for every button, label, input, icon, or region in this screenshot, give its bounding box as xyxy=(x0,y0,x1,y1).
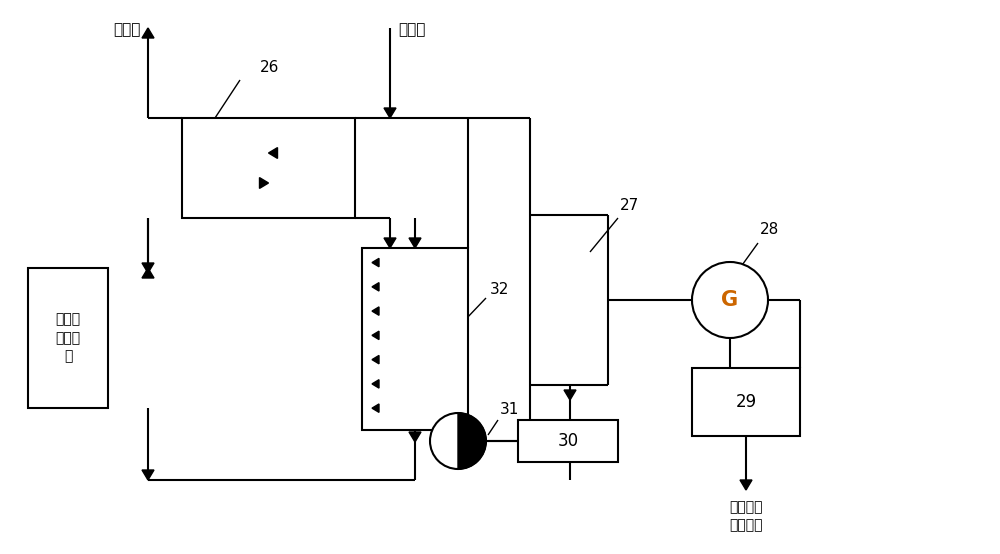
Circle shape xyxy=(692,262,768,338)
Polygon shape xyxy=(409,238,421,248)
Bar xyxy=(362,248,468,430)
Text: 31: 31 xyxy=(500,403,519,418)
Bar xyxy=(518,420,618,462)
Polygon shape xyxy=(260,178,268,188)
Polygon shape xyxy=(142,263,154,273)
Polygon shape xyxy=(372,331,379,340)
Polygon shape xyxy=(409,432,421,442)
Polygon shape xyxy=(372,356,379,364)
Text: G: G xyxy=(721,290,739,310)
Text: 至该系统
用电单位: 至该系统 用电单位 xyxy=(729,500,763,532)
Polygon shape xyxy=(372,283,379,291)
Polygon shape xyxy=(142,268,154,278)
Polygon shape xyxy=(372,258,379,267)
Text: 32: 32 xyxy=(490,283,509,297)
Bar xyxy=(182,118,355,218)
Circle shape xyxy=(430,413,486,469)
Polygon shape xyxy=(740,480,752,490)
Polygon shape xyxy=(564,390,576,400)
Polygon shape xyxy=(142,470,154,480)
Polygon shape xyxy=(384,108,396,118)
Text: 28: 28 xyxy=(760,223,779,238)
Text: 29: 29 xyxy=(735,393,757,411)
Text: 缸套水
循环系
统: 缸套水 循环系 统 xyxy=(55,312,81,363)
Text: 26: 26 xyxy=(260,60,280,75)
Text: 27: 27 xyxy=(620,197,639,213)
Polygon shape xyxy=(142,28,154,38)
Polygon shape xyxy=(458,413,486,469)
Bar xyxy=(692,368,800,436)
Text: 烟气进: 烟气进 xyxy=(398,22,425,37)
Bar xyxy=(28,268,108,408)
Polygon shape xyxy=(372,379,379,388)
Polygon shape xyxy=(372,307,379,315)
Text: 30: 30 xyxy=(557,432,579,450)
Polygon shape xyxy=(384,238,396,248)
Polygon shape xyxy=(372,404,379,412)
Text: 烟气出: 烟气出 xyxy=(113,22,140,37)
Polygon shape xyxy=(268,147,278,158)
